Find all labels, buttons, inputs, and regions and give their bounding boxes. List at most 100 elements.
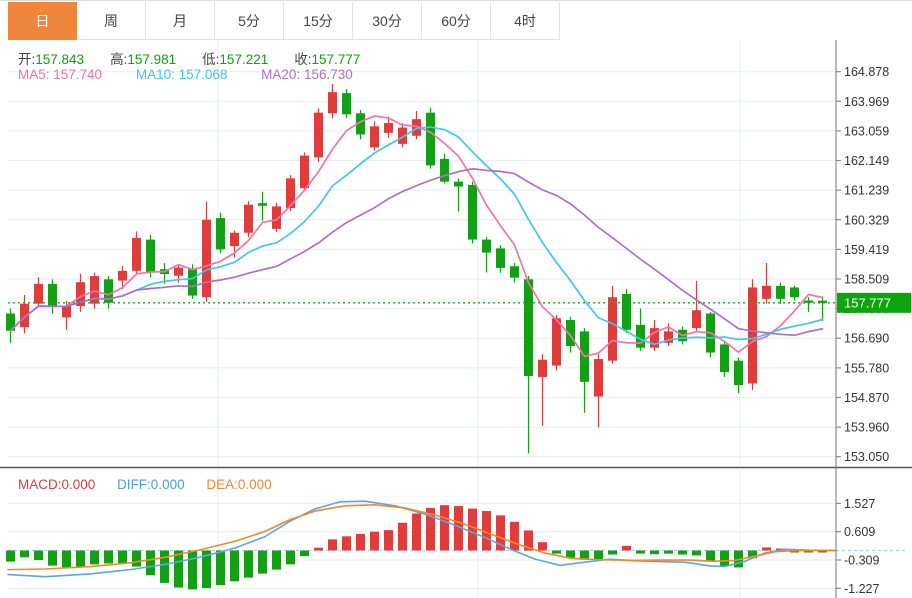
candle-body xyxy=(594,359,603,397)
axis-tick-label: 164.878 xyxy=(844,65,889,79)
tab-4hour[interactable]: 4时 xyxy=(491,2,560,40)
macd-histogram-bar xyxy=(384,530,393,551)
macd-histogram-bar xyxy=(328,539,337,551)
candle-body xyxy=(76,282,85,306)
macd-histogram-bar xyxy=(20,550,29,558)
candle-body xyxy=(552,318,561,366)
macd-histogram-bar xyxy=(538,542,547,551)
macd-histogram-bar xyxy=(482,511,491,551)
macd-histogram-bar xyxy=(230,550,239,582)
axis-tick-label: 154.870 xyxy=(844,391,889,405)
axis-tick-label: 163.059 xyxy=(844,124,889,138)
macd-histogram-bar xyxy=(622,545,631,551)
dea-line xyxy=(7,504,837,571)
axis-tick-label: 163.969 xyxy=(844,95,889,109)
ohlc-legend: 开:157.843 高:157.981 低:157.221 收:157.777 xyxy=(18,48,386,68)
macd-histogram-bar xyxy=(678,550,687,555)
candle-body xyxy=(650,328,659,348)
macd-histogram-bar xyxy=(720,550,729,566)
macd-histogram-bar xyxy=(286,550,295,565)
candle-body xyxy=(762,285,771,299)
macd-histogram-bar xyxy=(370,531,379,551)
ma10-line xyxy=(9,126,824,346)
macd-histogram-bar xyxy=(34,550,43,561)
macd-histogram-bar xyxy=(762,547,771,551)
candle-body xyxy=(90,276,99,304)
candle-body xyxy=(804,300,813,303)
candle-body xyxy=(314,112,323,158)
macd-histogram-bar xyxy=(496,515,505,551)
candle-body xyxy=(538,359,547,377)
axis-tick-label: 160.329 xyxy=(844,213,889,227)
candle-body xyxy=(496,248,505,268)
macd-histogram-bar xyxy=(300,550,309,557)
ma20-legend: MA20: 156.730 xyxy=(261,67,353,82)
macd-histogram-bar xyxy=(636,550,645,554)
macd-histogram-bar xyxy=(104,550,113,564)
tab-day[interactable]: 日 xyxy=(8,2,77,40)
candle-body xyxy=(6,313,15,331)
candle-body xyxy=(244,204,253,233)
macd-histogram-bar xyxy=(664,550,673,554)
macd-histogram-bar xyxy=(160,550,169,583)
macd-histogram-bar xyxy=(818,550,827,553)
tab-month[interactable]: 月 xyxy=(146,2,215,40)
axis-tick-label: 153.050 xyxy=(844,450,889,464)
macd-histogram-bar xyxy=(48,550,57,566)
macd-histogram-bar xyxy=(258,550,267,574)
candle-body xyxy=(62,305,71,318)
macd-histogram-bar xyxy=(566,550,575,558)
candle-body xyxy=(356,113,365,135)
macd-histogram-bar xyxy=(272,550,281,570)
low-label: 低: xyxy=(202,52,220,67)
timeframe-tab-bar: 日周月 5分 15分 30分 60分 4时 xyxy=(0,0,912,40)
diff-value: DIFF:0.000 xyxy=(117,477,185,492)
macd-histogram-bar xyxy=(510,521,519,551)
candle-body xyxy=(34,283,43,304)
candle-body xyxy=(188,269,197,296)
axis-tick-label: 0.609 xyxy=(844,525,875,539)
macd-histogram-bar xyxy=(524,530,533,551)
diff-line xyxy=(7,500,837,578)
tab-30min[interactable]: 30分 xyxy=(353,2,422,40)
macd-histogram-bar xyxy=(146,550,155,576)
tab-5min[interactable]: 5分 xyxy=(215,2,284,40)
axis-tick-label: 1.527 xyxy=(844,497,875,511)
candle-body xyxy=(622,293,631,330)
ma10-legend: MA10: 157.068 xyxy=(135,67,228,82)
macd-histogram-bar xyxy=(216,550,225,586)
candle-body xyxy=(202,219,211,298)
candle-body xyxy=(790,287,799,298)
dea-value: DEA:0.000 xyxy=(206,477,272,492)
macd-histogram-bar xyxy=(608,550,617,555)
macd-histogram-bar xyxy=(468,508,477,551)
tab-15min[interactable]: 15分 xyxy=(284,2,353,40)
candle-body xyxy=(258,203,267,206)
candle-body xyxy=(734,360,743,386)
tab-week[interactable]: 周 xyxy=(77,2,146,40)
macd-histogram-bar xyxy=(90,550,99,565)
tab-60min[interactable]: 60分 xyxy=(422,2,491,40)
macd-histogram-bar xyxy=(412,513,421,551)
axis-tick-label: 162.149 xyxy=(844,154,889,168)
ma5-legend: MA5: 157.740 xyxy=(18,67,103,82)
macd-histogram-bar xyxy=(342,536,351,551)
macd-histogram-bar xyxy=(174,550,183,588)
low-value: 157.221 xyxy=(219,52,269,67)
candle-body xyxy=(286,178,295,209)
macd-histogram-bar xyxy=(594,550,603,560)
candle-body xyxy=(272,206,281,229)
macd-histogram-bar xyxy=(356,533,365,551)
axis-tick-label: 161.239 xyxy=(844,184,889,198)
candle-body xyxy=(398,127,407,144)
macd-histogram-bar xyxy=(62,550,71,568)
close-value: 157.777 xyxy=(311,52,361,67)
candle-body xyxy=(104,279,113,303)
candle-body xyxy=(370,126,379,148)
macd-legend: MACD:0.000 DIFF:0.000 DEA:0.000 xyxy=(18,477,290,492)
candle-body xyxy=(118,270,127,281)
candle-body xyxy=(48,283,57,307)
open-value: 157.843 xyxy=(35,52,85,67)
macd-histogram-bar xyxy=(118,550,127,565)
